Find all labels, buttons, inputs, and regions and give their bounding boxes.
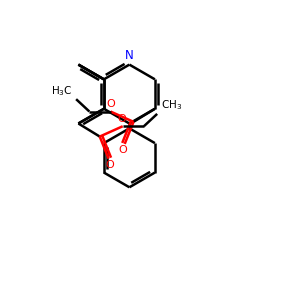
Text: O: O	[107, 99, 116, 109]
Text: O: O	[106, 160, 114, 170]
Text: CH$_3$: CH$_3$	[161, 99, 182, 112]
Text: H$_3$C: H$_3$C	[51, 84, 73, 98]
Text: O: O	[119, 146, 128, 155]
Text: N: N	[125, 49, 134, 62]
Text: O: O	[118, 114, 127, 124]
